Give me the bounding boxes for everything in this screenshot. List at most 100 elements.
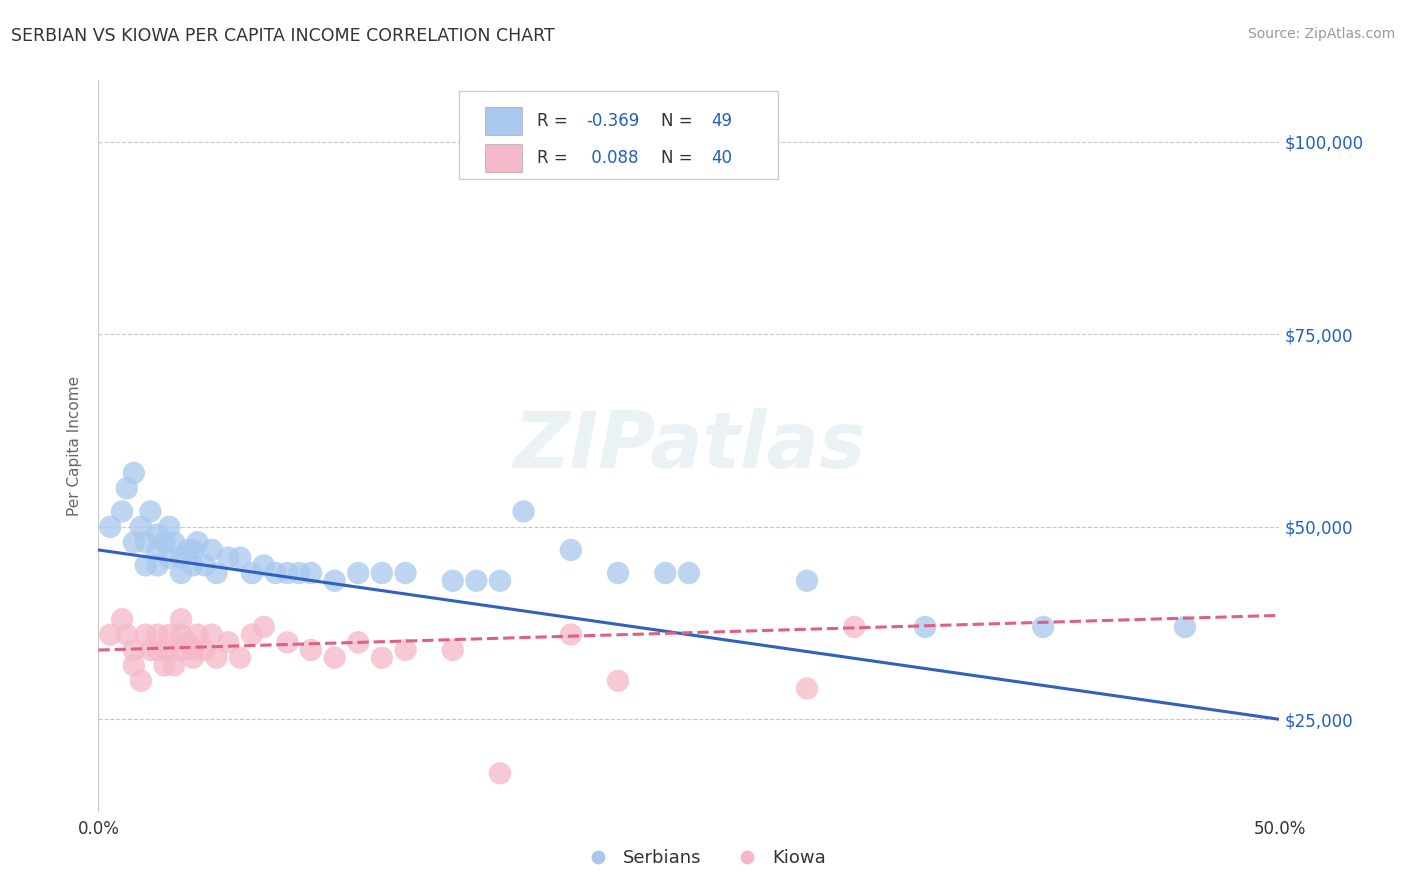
- Point: [170, 550, 193, 565]
- Point: [1032, 620, 1054, 634]
- Point: [111, 612, 134, 626]
- Text: 49: 49: [711, 112, 733, 130]
- Point: [217, 550, 239, 565]
- Point: [122, 658, 145, 673]
- Point: [347, 635, 370, 649]
- Point: [187, 627, 209, 641]
- Point: [394, 566, 416, 580]
- Point: [157, 550, 180, 565]
- Text: 0.088: 0.088: [586, 149, 638, 167]
- Point: [115, 481, 138, 495]
- Point: [146, 543, 169, 558]
- Point: [111, 504, 134, 518]
- Point: [194, 643, 217, 657]
- Point: [276, 566, 298, 580]
- Point: [323, 574, 346, 588]
- Point: [181, 650, 204, 665]
- Point: [98, 520, 121, 534]
- Text: ZIPatlas: ZIPatlas: [513, 408, 865, 484]
- Point: [1174, 620, 1197, 634]
- Point: [163, 658, 186, 673]
- Point: [181, 558, 204, 573]
- Point: [560, 627, 582, 641]
- Point: [489, 574, 512, 588]
- Point: [288, 566, 311, 580]
- Point: [122, 466, 145, 480]
- Point: [181, 543, 204, 558]
- Point: [678, 566, 700, 580]
- Point: [796, 681, 818, 696]
- Point: [153, 535, 176, 549]
- Text: Source: ZipAtlas.com: Source: ZipAtlas.com: [1247, 27, 1395, 41]
- Point: [607, 566, 630, 580]
- Point: [157, 643, 180, 657]
- Point: [441, 643, 464, 657]
- Point: [560, 543, 582, 558]
- Point: [441, 574, 464, 588]
- Text: R =: R =: [537, 149, 572, 167]
- Point: [157, 520, 180, 534]
- Point: [177, 543, 200, 558]
- Point: [139, 643, 162, 657]
- Text: N =: N =: [661, 112, 697, 130]
- Point: [122, 535, 145, 549]
- Point: [253, 558, 276, 573]
- FancyBboxPatch shape: [485, 144, 523, 171]
- Point: [276, 635, 298, 649]
- Point: [205, 650, 228, 665]
- Point: [264, 566, 287, 580]
- Point: [115, 627, 138, 641]
- Point: [146, 627, 169, 641]
- Point: [607, 673, 630, 688]
- Text: N =: N =: [661, 149, 697, 167]
- Point: [139, 504, 162, 518]
- Point: [135, 535, 157, 549]
- Point: [217, 635, 239, 649]
- Legend: Serbians, Kiowa: Serbians, Kiowa: [572, 842, 834, 874]
- Y-axis label: Per Capita Income: Per Capita Income: [67, 376, 83, 516]
- Point: [229, 550, 252, 565]
- Point: [323, 650, 346, 665]
- Point: [129, 673, 152, 688]
- Point: [299, 566, 322, 580]
- Point: [394, 643, 416, 657]
- Point: [135, 627, 157, 641]
- Point: [229, 650, 252, 665]
- Point: [146, 643, 169, 657]
- Point: [177, 635, 200, 649]
- Point: [153, 658, 176, 673]
- Point: [146, 558, 169, 573]
- Point: [205, 566, 228, 580]
- Point: [253, 620, 276, 634]
- Point: [157, 627, 180, 641]
- Text: R =: R =: [537, 112, 572, 130]
- Point: [181, 643, 204, 657]
- Point: [163, 535, 186, 549]
- Point: [347, 566, 370, 580]
- Point: [299, 643, 322, 657]
- Point: [371, 650, 394, 665]
- Point: [187, 535, 209, 549]
- Text: -0.369: -0.369: [586, 112, 640, 130]
- Point: [371, 566, 394, 580]
- Point: [796, 574, 818, 588]
- Point: [465, 574, 488, 588]
- Point: [654, 566, 676, 580]
- FancyBboxPatch shape: [458, 91, 778, 179]
- Text: 40: 40: [711, 149, 733, 167]
- Point: [98, 627, 121, 641]
- Point: [914, 620, 936, 634]
- Point: [170, 566, 193, 580]
- Point: [201, 543, 224, 558]
- Point: [240, 566, 263, 580]
- Point: [129, 520, 152, 534]
- Point: [146, 527, 169, 541]
- Point: [844, 620, 866, 634]
- Text: SERBIAN VS KIOWA PER CAPITA INCOME CORRELATION CHART: SERBIAN VS KIOWA PER CAPITA INCOME CORRE…: [11, 27, 555, 45]
- Point: [170, 612, 193, 626]
- Point: [135, 558, 157, 573]
- Point: [194, 558, 217, 573]
- Point: [512, 504, 534, 518]
- Point: [489, 766, 512, 780]
- Point: [170, 643, 193, 657]
